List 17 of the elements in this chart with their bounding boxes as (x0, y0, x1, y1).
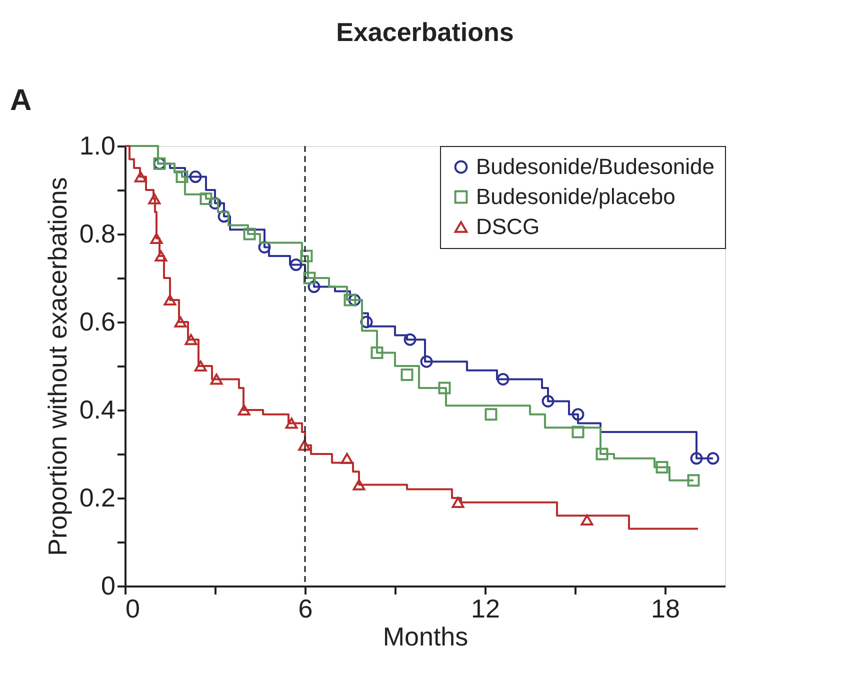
text: A (10, 84, 32, 117)
legend-label: Budesonide/Budesonide (476, 154, 715, 179)
x-tick-label: 6 (298, 594, 313, 624)
y-axis-title: Proportion without exacerbations (42, 177, 72, 556)
legend-label: Budesonide/placebo (476, 184, 676, 209)
x-tick-label: 18 (651, 594, 680, 624)
y-tick-label: 0.4 (79, 394, 116, 424)
chart-title: Exacerbations (336, 17, 514, 47)
x-tick-label: 12 (471, 594, 500, 624)
y-tick-label: 0.6 (79, 306, 116, 336)
y-tick-label: 0.8 (79, 218, 116, 248)
y-tick-label: 1.0 (79, 130, 116, 160)
x-tick-label: 0 (126, 594, 140, 624)
y-tick-label: 0 (101, 570, 116, 600)
y-tick-label: 0.2 (79, 482, 116, 512)
x-axis-title: Months (382, 622, 468, 652)
legend-label: DSCG (476, 214, 540, 239)
